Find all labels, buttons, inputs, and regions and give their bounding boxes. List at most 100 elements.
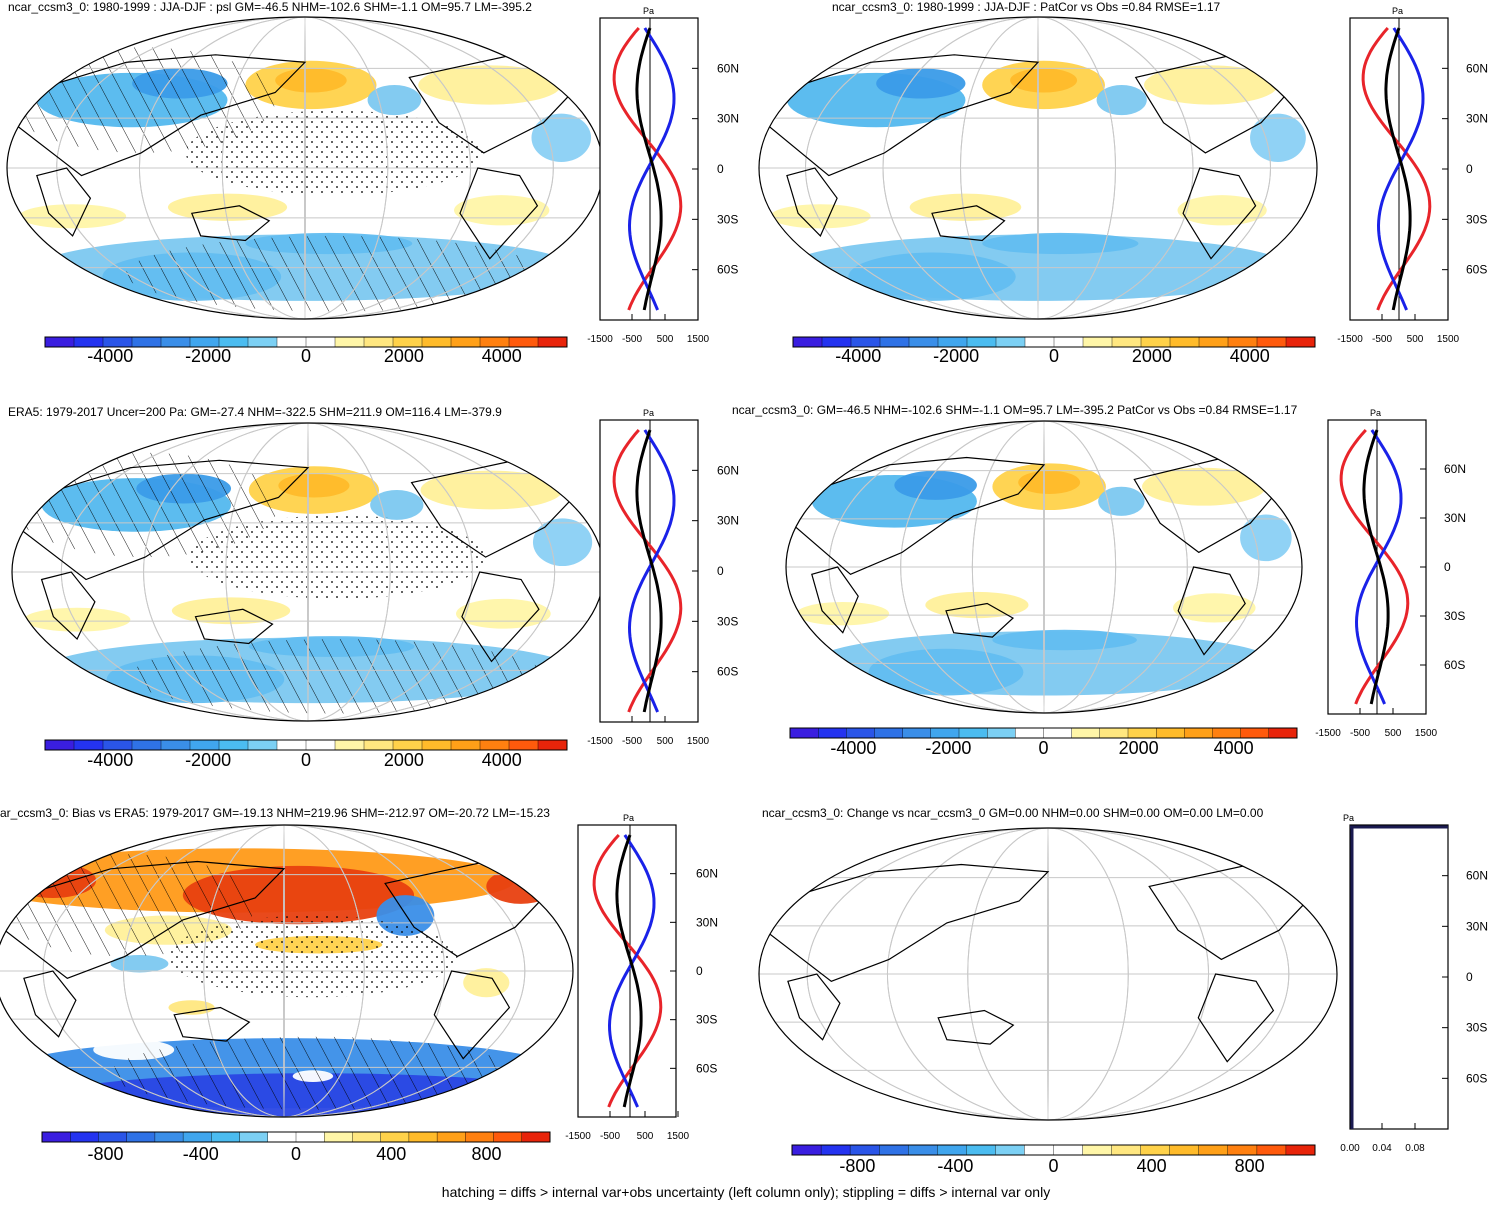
profile-x-label: 500 xyxy=(657,736,674,747)
profile-lat-label: 60S xyxy=(717,263,738,277)
zonal-profile-4: Pa 60N 30N 0 30S 60S -1500 -500 500 1500 xyxy=(1315,408,1466,739)
profile-curve xyxy=(635,27,663,311)
profile-lat-label: 60N xyxy=(696,867,718,881)
coastline xyxy=(763,54,1040,177)
profile-lat-label: 30S xyxy=(1466,1021,1487,1035)
colorbar-swatch xyxy=(69,1131,99,1143)
profile-unit: Pa xyxy=(623,813,634,823)
profile-lat-label: 60N xyxy=(1444,462,1466,476)
profile-x-label: -500 xyxy=(1350,728,1370,739)
field-blob xyxy=(1144,65,1278,105)
stippling-region xyxy=(185,110,484,196)
colorbar-swatch xyxy=(479,739,510,751)
profile-unit: Pa xyxy=(1343,813,1354,823)
figure-footer-note: hatching = diffs > internal var+obs unce… xyxy=(441,1184,1051,1200)
coastline xyxy=(931,205,1006,242)
map-field-5 xyxy=(0,825,573,1117)
profile-curve xyxy=(1354,429,1403,705)
field-blob xyxy=(23,607,131,632)
colorbar-swatch xyxy=(521,1131,551,1143)
profile-x-label: 0.00 xyxy=(1340,1143,1360,1154)
coastline xyxy=(173,1006,251,1042)
profile-lat-label: 60S xyxy=(1466,263,1487,277)
colorbar-swatch xyxy=(363,739,394,751)
colorbar-swatch xyxy=(182,1131,212,1143)
coastline xyxy=(461,571,540,663)
colorbar-swatch xyxy=(334,739,365,751)
stippling-region xyxy=(168,915,458,998)
colorbar-swatch xyxy=(98,1131,128,1143)
map-field-3 xyxy=(12,423,604,721)
coastline xyxy=(763,863,1050,982)
colorbar-swatch xyxy=(818,727,847,739)
map-panel-6: Pa 60N 30N 0 30S 60S 0.00 0.04 0.08 -800 -400 0 400 8… xyxy=(758,813,1488,1176)
field-blob xyxy=(992,629,1137,651)
colorbar-swatch xyxy=(126,1131,156,1143)
field-blob xyxy=(1142,467,1266,506)
colorbar-label: 0 xyxy=(291,1144,301,1164)
colorbar-label: -4000 xyxy=(835,346,881,366)
colorbar-swatch xyxy=(879,336,910,348)
profile-lat-label: 0 xyxy=(1466,970,1473,984)
colorbar-label: 2000 xyxy=(1119,738,1159,758)
colorbar-swatch xyxy=(849,1144,880,1156)
colorbar-label: 4000 xyxy=(482,750,522,770)
colorbar-frame xyxy=(792,336,1316,348)
colorbar-swatch xyxy=(154,1131,184,1143)
colorbar-swatch xyxy=(1285,1144,1316,1156)
field-blob xyxy=(463,968,510,998)
colorbar-swatch xyxy=(1071,727,1101,739)
field-blob xyxy=(770,204,871,229)
profile-x-label: -500 xyxy=(600,1131,620,1142)
field-blob xyxy=(532,518,593,567)
colorbar-swatch xyxy=(1082,336,1113,348)
colorbar-swatch xyxy=(789,727,819,739)
panel-title-2: ncar_ccsm3_0: 1980-1999 : JJA-DJF : PatC… xyxy=(832,0,1221,14)
colorbar-swatch xyxy=(324,1131,353,1143)
profile-curve xyxy=(1384,27,1412,311)
profile-x-label: 500 xyxy=(1407,334,1424,345)
colorbar-label: -4000 xyxy=(87,346,133,366)
hatching-region xyxy=(126,235,544,312)
colorbar-label: 4000 xyxy=(1230,346,1270,366)
colorbar-label: 0 xyxy=(1049,346,1059,366)
profile-x-label: -1500 xyxy=(565,1131,591,1142)
colorbar-swatch xyxy=(305,739,336,751)
colorbar-label: -800 xyxy=(839,1156,875,1176)
colorbar-swatch xyxy=(450,739,481,751)
colorbar-swatch xyxy=(1227,1144,1258,1156)
colorbar-swatch xyxy=(1184,727,1214,739)
profile-frame xyxy=(1349,824,1449,1130)
colorbar-swatch xyxy=(1285,336,1316,348)
colorbar-swatch xyxy=(131,739,162,751)
colorbar-1: -4000 -2000 0 2000 4000 xyxy=(44,336,568,366)
coastline xyxy=(433,970,511,1060)
profile-lat-label: 60S xyxy=(717,665,738,679)
map-panel-1: Pa 60N 30N 0 30S 60S -1500 -500 500 1500 -4000 -200… xyxy=(6,6,739,366)
colorbar-label: 800 xyxy=(1235,1156,1265,1176)
profile-unit: Pa xyxy=(1392,6,1403,16)
colorbar-swatch xyxy=(937,1144,967,1156)
colorbar-swatch xyxy=(1127,727,1157,739)
colorbar-swatch xyxy=(846,727,875,739)
profile-x-label: -500 xyxy=(1372,334,1392,345)
zonal-profile-5: Pa 60N 30N 0 30S 60S -1500 -500 500 1500 xyxy=(565,813,718,1142)
colorbar-5: -800 -400 0 400 800 xyxy=(41,1131,551,1164)
field-blob xyxy=(1250,113,1306,162)
profile-curve xyxy=(1362,429,1390,705)
profile-lat-label: 60N xyxy=(1466,869,1488,883)
colorbar-swatch xyxy=(791,1144,822,1156)
hatching-region xyxy=(110,1036,516,1110)
field-blob xyxy=(454,195,550,226)
colorbar-swatch xyxy=(966,1144,996,1156)
colorbar-label: -2000 xyxy=(933,346,979,366)
colorbar-swatch xyxy=(1053,1144,1084,1156)
coastline xyxy=(945,602,1015,638)
field-blob xyxy=(278,473,350,498)
profile-x-label: 500 xyxy=(1385,728,1402,739)
colorbar-swatch xyxy=(1240,727,1270,739)
profile-lat-label: 60S xyxy=(1444,658,1465,672)
profile-curve xyxy=(607,834,656,1108)
colorbar-swatch xyxy=(352,1131,382,1143)
